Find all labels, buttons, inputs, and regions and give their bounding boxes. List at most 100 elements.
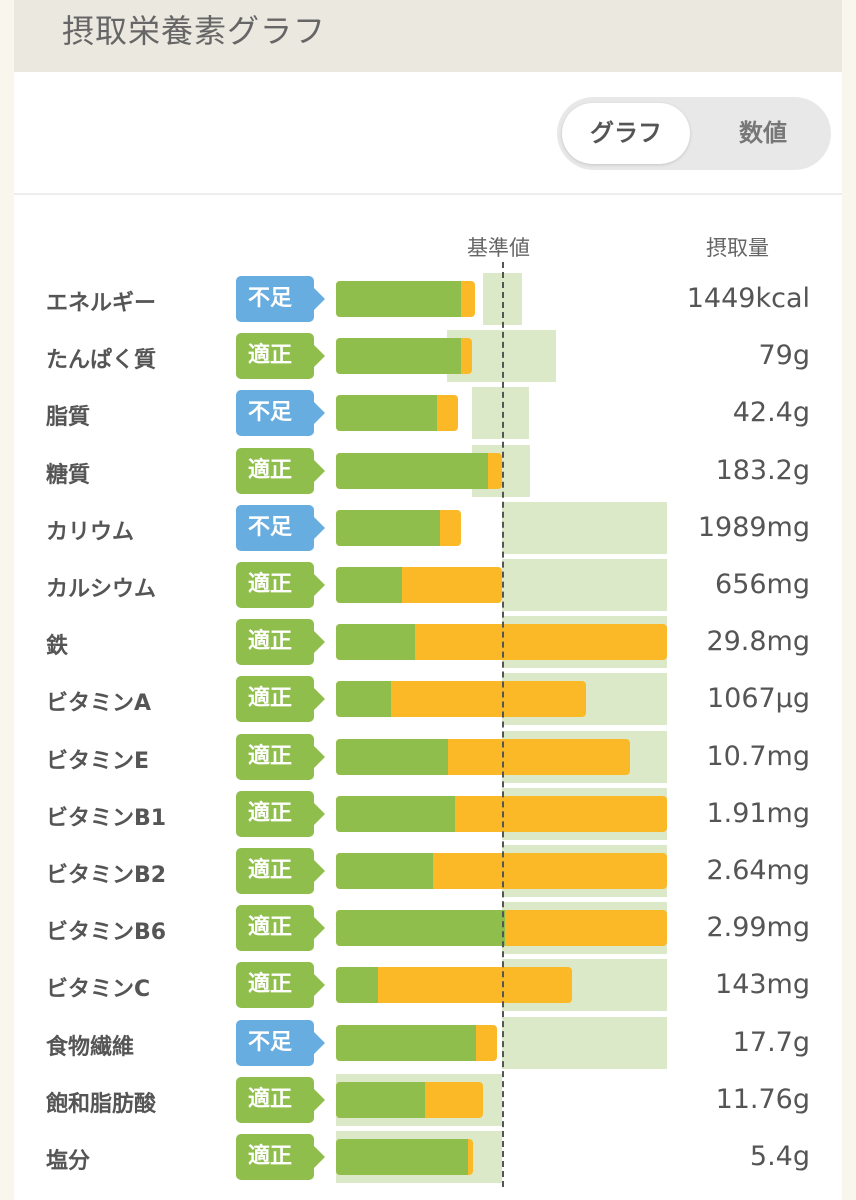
reference-range	[501, 501, 667, 554]
status-badge: 適正	[236, 676, 325, 723]
nutrient-name: 脂質	[46, 405, 91, 431]
intake-bar-green	[336, 1024, 476, 1061]
nutrient-row: 脂質 不足 42.4g	[14, 385, 842, 442]
intake-value: 17.7g	[732, 1026, 810, 1058]
intake-bar	[336, 281, 476, 317]
nutrient-name: 飽和脂肪酸	[46, 1091, 157, 1117]
status-badge: 適正	[236, 333, 325, 380]
intake-value: 1449kcal	[686, 283, 810, 314]
status-badge: 適正	[236, 619, 325, 666]
nutrient-row: ビタミンE 適正 10.7mg	[14, 729, 842, 786]
reference-range	[472, 387, 529, 440]
intake-value: 5.4g	[749, 1141, 810, 1172]
status-badge: 不足	[236, 276, 325, 322]
nutrient-name: 食物繊維	[46, 1034, 135, 1060]
intake-value: 42.4g	[732, 397, 810, 429]
status-badge: 適正	[236, 1076, 325, 1123]
nutrient-graph-card: 摂取栄養素グラフ グラフ 数値 基準値 摂取量 エネルギー 不足 1449kcal た…	[14, 0, 842, 1200]
nutrient-row: ビタミンB1 適正 1.91mg	[14, 786, 842, 843]
page-title: 摂取栄養素グラフ	[62, 12, 327, 50]
intake-value: 11.76g	[715, 1083, 810, 1115]
intake-bar	[336, 910, 667, 947]
status-badge: 適正	[236, 447, 325, 494]
intake-bar-green	[336, 452, 488, 489]
nutrient-name: カルシウム	[46, 577, 157, 602]
nutrient-name: 塩分	[46, 1149, 91, 1174]
intake-bar-green	[336, 509, 441, 546]
intake-bar-green	[336, 624, 415, 661]
nutrient-row: ビタミンC 適正 143mg	[14, 957, 842, 1014]
status-badge: 適正	[236, 1134, 325, 1180]
nutrient-row: ビタミンA 適正 1067μg	[14, 671, 842, 728]
status-badge: 適正	[236, 790, 325, 837]
nutrient-row: 鉄 適正 29.8mg	[14, 614, 842, 671]
intake-bar-green	[336, 395, 437, 432]
intake-bar	[336, 624, 667, 661]
intake-bar	[336, 509, 461, 546]
nutrient-name: ビタミンC	[46, 977, 151, 1003]
view-toggle[interactable]: グラフ 数値	[557, 97, 831, 170]
nutrient-name: カリウム	[46, 519, 135, 545]
nutrient-name: 鉄	[46, 634, 69, 660]
status-badge: 適正	[236, 733, 325, 780]
intake-bar	[336, 395, 458, 432]
intake-bar	[336, 967, 572, 1004]
status-badge: 不足	[236, 390, 325, 437]
title-bar: 摂取栄養素グラフ	[14, 0, 842, 72]
intake-value: 79g	[758, 340, 811, 372]
status-badge: 適正	[236, 848, 325, 894]
intake-bar-green	[336, 567, 403, 603]
intake-bar	[336, 853, 667, 889]
status-badge: 不足	[236, 504, 325, 551]
nutrient-row: カルシウム 適正 656mg	[14, 557, 842, 614]
intake-value: 1989mg	[697, 511, 810, 543]
intake-header: 摂取量	[706, 236, 769, 260]
intake-value: 2.64mg	[706, 855, 810, 886]
intake-bar-green	[336, 795, 456, 832]
intake-value: 29.8mg	[706, 626, 810, 658]
nutrient-row: エネルギー 不足 1449kcal	[14, 271, 842, 328]
nutrient-name: ビタミンB6	[46, 920, 167, 946]
intake-bar	[336, 1139, 474, 1175]
baseline-line	[502, 262, 504, 1187]
nutrient-name: ビタミンB1	[46, 805, 167, 831]
reference-range	[501, 559, 667, 611]
intake-bar	[336, 1081, 484, 1118]
intake-bar	[336, 1024, 498, 1061]
nutrient-row: カリウム 不足 1989mg	[14, 500, 842, 557]
intake-bar	[336, 738, 630, 775]
toggle-graph[interactable]: グラフ	[562, 103, 690, 164]
intake-bar-green	[336, 281, 461, 317]
reference-range	[501, 1016, 667, 1069]
toggle-numeric[interactable]: 数値	[739, 119, 787, 147]
intake-value: 10.7mg	[706, 740, 810, 772]
status-badge: 適正	[236, 962, 325, 1009]
nutrient-row: 塩分 適正 5.4g	[14, 1129, 842, 1186]
nutrient-row: 糖質 適正 183.2g	[14, 443, 842, 500]
status-badge: 適正	[236, 562, 325, 608]
intake-bar	[336, 338, 472, 375]
intake-bar	[336, 795, 667, 832]
intake-value: 1.91mg	[706, 797, 810, 829]
nutrient-name: ビタミンA	[46, 691, 152, 717]
nutrient-row: 食物繊維 不足 17.7g	[14, 1015, 842, 1072]
intake-value: 183.2g	[715, 454, 810, 486]
status-badge: 適正	[236, 905, 325, 952]
intake-value: 2.99mg	[706, 912, 810, 944]
intake-bar	[336, 567, 502, 603]
nutrient-name: ビタミンB2	[46, 863, 167, 888]
nutrient-name: エネルギー	[46, 291, 157, 316]
nutrient-name: 糖質	[46, 462, 91, 488]
nutrient-row: ビタミンB2 適正 2.64mg	[14, 843, 842, 900]
intake-bar-green	[336, 681, 391, 718]
baseline-header: 基準値	[467, 236, 530, 260]
nutrient-name: たんぱく質	[46, 348, 157, 374]
nutrient-row: 飽和脂肪酸 適正 11.76g	[14, 1072, 842, 1129]
intake-bar-green	[336, 1139, 469, 1175]
status-badge: 不足	[236, 1019, 325, 1066]
intake-bar-green	[336, 853, 433, 889]
intake-bar	[336, 452, 502, 489]
intake-bar-green	[336, 738, 449, 775]
intake-value: 656mg	[715, 569, 810, 600]
intake-value: 1067μg	[706, 683, 810, 715]
